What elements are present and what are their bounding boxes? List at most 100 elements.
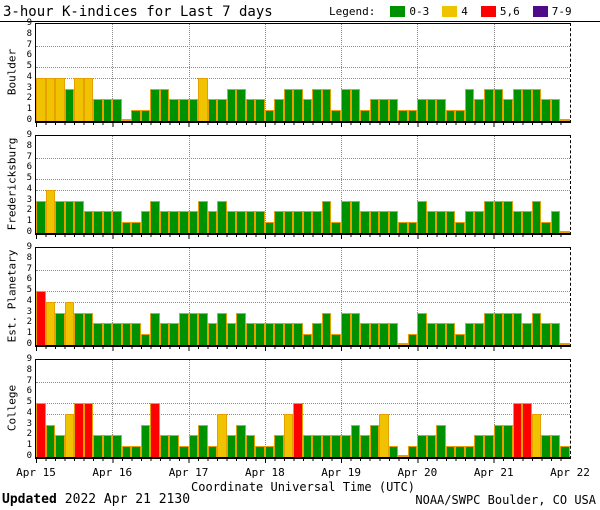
k-bar <box>178 312 189 345</box>
day-tick-marks <box>36 458 570 463</box>
k-bar <box>64 301 75 345</box>
y-tick-label: 3 <box>26 306 32 317</box>
k-bar <box>417 200 427 233</box>
y-tick-label: 1 <box>26 440 32 451</box>
legend-swatch-7-9 <box>532 6 548 17</box>
station-label: Fredericksburg <box>5 137 19 230</box>
k-bar <box>560 231 570 233</box>
k-bar <box>264 222 275 233</box>
y-tick-label: 6 <box>26 162 32 173</box>
day-gridline <box>493 24 495 121</box>
day-gridline <box>341 136 343 233</box>
y-tick-label: 9 <box>26 18 32 28</box>
day-gridline <box>417 24 419 121</box>
k-bar <box>512 403 523 457</box>
day-gridline <box>264 248 266 345</box>
k-bar <box>302 211 313 233</box>
legend-item-label: 0-3 <box>409 5 430 18</box>
k-bar <box>131 323 141 345</box>
k-bar <box>312 211 322 233</box>
k-bar <box>74 77 84 121</box>
y-tick-label: 0 <box>26 115 32 125</box>
chart-title: 3-hour K-indices for Last 7 days <box>3 4 273 20</box>
k-bar <box>274 99 284 121</box>
y-tick-label: 8 <box>26 28 32 39</box>
legend-item: 5,6 <box>480 5 520 18</box>
k-bar <box>331 334 341 345</box>
k-bar <box>321 88 332 121</box>
k-bar <box>331 222 341 233</box>
day-gridline <box>417 136 419 233</box>
k-bar <box>64 413 75 457</box>
k-bar <box>426 211 437 233</box>
k-bar <box>293 88 303 121</box>
k-bar <box>226 435 237 457</box>
k-bar <box>45 77 56 121</box>
day-gridline <box>493 360 495 457</box>
k5-gridline <box>36 67 570 69</box>
y-tick-label: 4 <box>26 407 32 418</box>
y-tick-label: 1 <box>26 328 32 339</box>
bars-row <box>36 24 570 121</box>
k-bar <box>112 211 122 233</box>
k-bar <box>512 88 523 121</box>
k-bar <box>55 435 65 457</box>
k-bar <box>245 435 256 457</box>
k4-gridline <box>36 77 570 79</box>
k-bar <box>550 435 561 457</box>
legend-item: 7-9 <box>532 5 572 18</box>
station-label: Est. Planetary <box>5 249 19 342</box>
k-bar <box>503 424 513 457</box>
k-bar <box>74 403 84 457</box>
bars-row <box>36 360 570 457</box>
k-bar <box>207 323 218 345</box>
k-bar <box>407 222 418 233</box>
day-gridline <box>112 136 114 233</box>
day-gridline <box>264 136 266 233</box>
k-bar <box>83 312 94 345</box>
k-bar <box>36 403 46 457</box>
k-bar <box>321 200 332 233</box>
k-bar <box>283 323 294 345</box>
k-bar <box>407 446 418 457</box>
k-bar <box>226 323 237 345</box>
y-tick-label: 5 <box>26 397 32 408</box>
k-bar <box>255 446 265 457</box>
k-bar <box>560 119 570 121</box>
legend: Legend: 0-3 4 5,6 7-9 <box>329 4 572 19</box>
y-tick-label: 8 <box>26 252 32 263</box>
day-gridline <box>112 360 114 457</box>
y-tick-label: 6 <box>26 386 32 397</box>
k-bar <box>255 211 265 233</box>
panel-plot-est-planetary <box>35 247 571 347</box>
k-bar <box>388 211 399 233</box>
legend-item-label: 7-9 <box>551 5 572 18</box>
k-bar <box>283 413 294 457</box>
y-tick-label: 4 <box>26 295 32 306</box>
k-bar <box>74 312 84 345</box>
legend-swatch-5,6 <box>480 6 496 17</box>
k-bar <box>274 211 284 233</box>
y-tick-label: 7 <box>26 375 32 386</box>
k-bar <box>55 200 65 233</box>
legend-swatch-0-3 <box>390 6 406 17</box>
k-bar <box>159 323 170 345</box>
k-bar <box>426 435 437 457</box>
k-bar <box>541 222 551 233</box>
k5-gridline <box>36 179 570 181</box>
day-gridline <box>341 360 343 457</box>
k-bar <box>531 312 542 345</box>
k-bar <box>464 88 475 121</box>
station-label: College <box>5 384 19 431</box>
k-bar <box>550 323 561 345</box>
k-bar <box>483 435 494 457</box>
k-bar <box>388 99 399 121</box>
day-tick-marks <box>36 122 570 127</box>
k-bar <box>483 312 494 345</box>
k-bar <box>388 323 399 345</box>
k-bar <box>188 211 199 233</box>
k-bar <box>531 88 542 121</box>
k-bar <box>531 200 542 233</box>
x-tick-label: Apr 21 <box>473 466 514 479</box>
